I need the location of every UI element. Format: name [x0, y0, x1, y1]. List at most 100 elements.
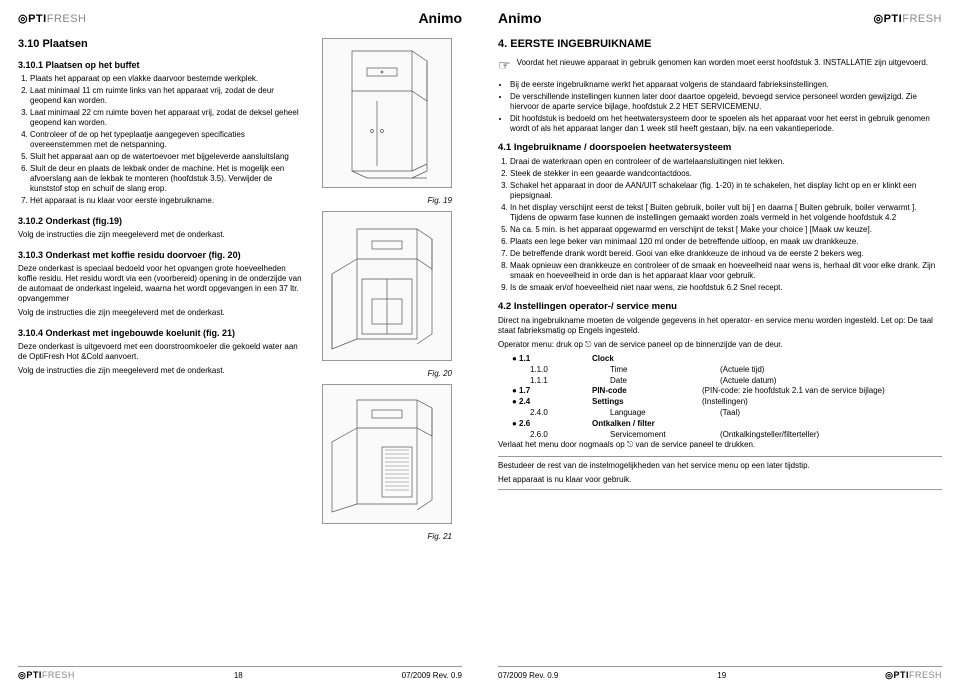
closing-box: Bestudeer de rest van de instelmogelijkh…: [498, 456, 942, 490]
page-number: 18: [234, 671, 243, 680]
list-item: Het apparaat is nu klaar voor eerste ing…: [30, 196, 304, 206]
menu-desc: (Actuele datum): [720, 376, 942, 387]
menu-code: 1.1.1: [530, 376, 610, 387]
menu-label: Date: [610, 376, 720, 387]
list-item: Bij de eerste ingebruikname werkt het ap…: [510, 80, 942, 90]
brand-product: ◎PTIFRESH: [18, 12, 87, 25]
paragraph: Deze onderkast is uitgevoerd met een doo…: [18, 342, 304, 362]
menu-row: ● 2.4Settings(Instellingen): [512, 397, 942, 408]
menu-code: ● 2.4: [512, 397, 592, 408]
brand-maker: Animo: [498, 10, 542, 26]
menu-label: Ontkalken / filter: [592, 419, 702, 430]
menu-code: ● 1.7: [512, 386, 592, 397]
menu-label: Servicemoment: [610, 430, 720, 441]
menu-code: 1.1.0: [530, 365, 610, 376]
hand-pointer-icon: ☞: [498, 58, 511, 72]
brand-product: ◎PTIFRESH: [874, 12, 943, 25]
footer-right: 07/2009 Rev. 0.9 19 ◎PTIFRESH: [498, 666, 942, 681]
section-title: 4. EERSTE INGEBRUIKNAME: [498, 38, 942, 50]
list-item: Plaats het apparaat op een vlakke daarvo…: [30, 74, 304, 84]
menu-desc: [702, 354, 942, 365]
list-item: Dit hoofdstuk is bedoeld om het heetwate…: [510, 114, 942, 134]
figure-20: [322, 211, 452, 361]
menu-desc: [702, 419, 942, 430]
paragraph: Deze onderkast is speciaal bedoeld voor …: [18, 264, 304, 304]
menu-label: Settings: [592, 397, 702, 408]
list-item: Schakel het apparaat in door de AAN/UIT …: [510, 181, 942, 201]
menu-row: 2.4.0Language(Taal): [512, 408, 942, 419]
list-item: Sluit het apparaat aan op de watertoevoe…: [30, 152, 304, 162]
menu-desc: (Ontkalkingsteller/filterteller): [720, 430, 942, 441]
menu-label: Language: [610, 408, 720, 419]
footer-brand: ◎PTIFRESH: [885, 670, 942, 681]
cabinet-illustration: [332, 46, 442, 181]
page-left: ◎PTIFRESH Animo 3.10 Plaatsen 3.10.1 Pla…: [0, 0, 480, 687]
list-item: Sluit de deur en plaats de lekbak onder …: [30, 164, 304, 194]
subsection-title: 4.1 Ingebruikname / doorspoelen heetwate…: [498, 142, 942, 153]
menu-row: ● 2.6Ontkalken / filter: [512, 419, 942, 430]
body-right: 4. EERSTE INGEBRUIKNAME ☞ Voordat het ni…: [498, 38, 942, 662]
list-item: Maak opnieuw een drankkeuze en controlee…: [510, 261, 942, 281]
list-item: Steek de stekker in een geaarde wandcont…: [510, 169, 942, 179]
revision: 07/2009 Rev. 0.9: [402, 671, 462, 680]
page-number: 19: [717, 671, 726, 680]
paragraph: Volg de instructies die zijn meegeleverd…: [18, 308, 304, 318]
menu-label: PIN-code: [592, 386, 702, 397]
paragraph: Operator menu: druk op ⎋ van de service …: [498, 340, 942, 350]
placement-steps: Plaats het apparaat op een vlakke daarvo…: [18, 74, 304, 206]
footer-brand: ◎PTIFRESH: [18, 670, 75, 681]
menu-settings-list: ● 1.1Clock1.1.0Time(Actuele tijd)1.1.1Da…: [498, 354, 942, 440]
header-right: Animo ◎PTIFRESH: [498, 10, 942, 30]
list-item: De betreffende drank wordt bereid. Gooi …: [510, 249, 942, 259]
menu-desc: (Actuele tijd): [720, 365, 942, 376]
subsection-title: 3.10.3 Onderkast met koffie residu doorv…: [18, 250, 304, 260]
figure-caption: Fig. 19: [322, 196, 452, 205]
list-item: Controleer of de op het typeplaatje aang…: [30, 130, 304, 150]
list-item: Draai de waterkraan open en controleer o…: [510, 157, 942, 167]
menu-desc: (Instellingen): [702, 397, 942, 408]
right-text-column: 4. EERSTE INGEBRUIKNAME ☞ Voordat het ni…: [498, 38, 942, 662]
section-title: 3.10 Plaatsen: [18, 38, 304, 50]
important-note: ☞ Voordat het nieuwe apparaat in gebruik…: [498, 58, 942, 72]
menu-code: ● 1.1: [512, 354, 592, 365]
brand-maker: Animo: [418, 10, 462, 26]
list-item: Laat minimaal 22 cm ruimte boven het app…: [30, 108, 304, 128]
menu-row: 2.6.0Servicemoment(Ontkalkingsteller/fil…: [512, 430, 942, 441]
intro-bullets: Bij de eerste ingebruikname werkt het ap…: [498, 80, 942, 134]
menu-desc: (Taal): [720, 408, 942, 419]
startup-steps: Draai de waterkraan open en controleer o…: [498, 157, 942, 293]
list-item: Laat minimaal 11 cm ruimte links van het…: [30, 86, 304, 106]
figure-caption: Fig. 20: [322, 369, 452, 378]
paragraph: Volg de instructies die zijn meegeleverd…: [18, 230, 304, 240]
subsection-title: 3.10.1 Plaatsen op het buffet: [18, 60, 304, 70]
figure-21: [322, 384, 452, 524]
paragraph: Volg de instructies die zijn meegeleverd…: [18, 366, 304, 376]
menu-row: 1.1.0Time(Actuele tijd): [512, 365, 942, 376]
figure-19: [322, 38, 452, 188]
menu-code: ● 2.6: [512, 419, 592, 430]
list-item: Na ca. 5 min. is het apparaat opgewarmd …: [510, 225, 942, 235]
menu-code: 2.4.0: [530, 408, 610, 419]
cabinet-open-illustration: [327, 219, 447, 354]
menu-label: Time: [610, 365, 720, 376]
menu-label: Clock: [592, 354, 702, 365]
cabinet-cooling-illustration: [327, 392, 447, 517]
menu-row: ● 1.7PIN-code(PIN-code: zie hoofdstuk 2.…: [512, 386, 942, 397]
paragraph: Het apparaat is nu klaar voor gebruik.: [498, 475, 942, 485]
left-figures-column: Fig. 19: [312, 38, 462, 662]
body-left: 3.10 Plaatsen 3.10.1 Plaatsen op het buf…: [18, 38, 462, 662]
page-right: Animo ◎PTIFRESH 4. EERSTE INGEBRUIKNAME …: [480, 0, 960, 687]
menu-row: ● 1.1Clock: [512, 354, 942, 365]
footer-left: ◎PTIFRESH 18 07/2009 Rev. 0.9: [18, 666, 462, 681]
subsection-title: 3.10.4 Onderkast met ingebouwde koelunit…: [18, 328, 304, 338]
list-item: In het display verschijnt eerst de tekst…: [510, 203, 942, 223]
paragraph: Bestudeer de rest van de instelmogelijkh…: [498, 461, 942, 471]
figure-caption: Fig. 21: [322, 532, 452, 541]
left-text-column: 3.10 Plaatsen 3.10.1 Plaatsen op het buf…: [18, 38, 304, 662]
list-item: Plaats een lege beker van minimaal 120 m…: [510, 237, 942, 247]
note-text: Voordat het nieuwe apparaat in gebruik g…: [517, 58, 929, 72]
header-left: ◎PTIFRESH Animo: [18, 10, 462, 30]
subsection-title: 3.10.2 Onderkast (fig.19): [18, 216, 304, 226]
paragraph: Direct na ingebruikname moeten de volgen…: [498, 316, 942, 336]
menu-code: 2.6.0: [530, 430, 610, 441]
